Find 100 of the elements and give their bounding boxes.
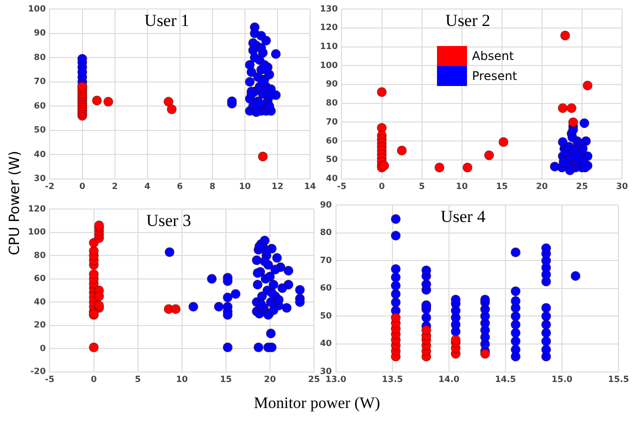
point — [266, 342, 277, 352]
y-tick-label: 90 — [34, 28, 46, 39]
point — [390, 312, 401, 323]
x-tick-label: 25 — [308, 375, 320, 386]
point — [252, 280, 263, 290]
point — [510, 247, 521, 258]
point — [510, 311, 521, 322]
point — [284, 266, 294, 276]
point — [295, 284, 305, 295]
x-tick-label: -5 — [337, 182, 347, 192]
y-tick-label: 80 — [34, 52, 46, 63]
point — [558, 156, 568, 167]
point — [510, 336, 521, 346]
point — [103, 96, 114, 107]
point — [390, 264, 401, 274]
x-tick-label: 0 — [90, 375, 97, 386]
point — [376, 87, 387, 97]
y-tick-label: 50 — [320, 311, 332, 322]
x-tick-label: 15 — [496, 182, 508, 192]
point — [379, 160, 390, 170]
point — [268, 305, 278, 316]
point — [88, 269, 99, 280]
point — [390, 230, 401, 241]
point — [510, 328, 521, 338]
point — [266, 288, 277, 298]
point — [262, 246, 272, 256]
y-tick-label: 70 — [320, 256, 332, 266]
point — [246, 89, 256, 99]
y-tick-label: 40 — [34, 297, 46, 308]
point — [484, 150, 494, 160]
point — [541, 328, 552, 338]
x-tick-label: 25 — [576, 182, 588, 192]
point — [510, 320, 521, 330]
point — [254, 241, 264, 252]
point — [206, 274, 217, 284]
point — [541, 336, 552, 346]
y-tick-label: 30 — [34, 174, 46, 184]
x-tick-label: 0 — [79, 182, 86, 192]
point — [244, 76, 255, 87]
y-tick-label: 40 — [326, 174, 338, 184]
point — [421, 279, 432, 290]
point — [421, 312, 432, 323]
point — [573, 153, 583, 163]
legend-label: Absent — [472, 49, 514, 64]
point — [222, 276, 233, 286]
x-tick-label: 14.0 — [438, 375, 460, 386]
y-tick-label: 40 — [34, 150, 46, 160]
x-tick-label: 4 — [144, 182, 150, 192]
y-tick-label: 90 — [326, 80, 338, 90]
point — [254, 98, 264, 109]
y-tick-label: 50 — [326, 155, 338, 166]
y-tick-label: 110 — [320, 42, 338, 52]
y-tick-label: 90 — [320, 200, 332, 210]
point — [390, 272, 401, 282]
point — [579, 118, 590, 128]
y-axis-title: CPU Power (W) — [7, 150, 23, 258]
y-tick-label: 80 — [320, 228, 332, 238]
y-tick-label: 130 — [320, 4, 338, 14]
point — [256, 299, 266, 310]
x-tick-label: 10 — [176, 375, 188, 386]
point — [88, 246, 99, 256]
y-tick-label: 70 — [326, 117, 338, 128]
x-tick-label: 14 — [304, 182, 316, 192]
point — [568, 117, 578, 128]
point — [230, 289, 241, 299]
point — [282, 302, 292, 313]
y-tick-label: 60 — [326, 136, 338, 146]
point — [565, 165, 575, 176]
point — [434, 162, 444, 172]
point — [274, 294, 284, 305]
point — [390, 289, 401, 299]
point — [558, 103, 568, 113]
point — [541, 303, 552, 313]
point — [261, 64, 271, 75]
point — [480, 348, 490, 359]
point — [270, 264, 280, 274]
y-tick-label: 60 — [34, 274, 46, 284]
point — [421, 265, 432, 276]
point — [462, 162, 472, 172]
y-tick-label: 70 — [34, 77, 46, 88]
chart-title: User 4 — [440, 207, 486, 228]
point — [164, 247, 174, 257]
point — [541, 311, 552, 322]
legend-label: Present — [472, 69, 518, 84]
point — [570, 271, 580, 281]
point — [246, 67, 256, 78]
point — [88, 342, 99, 352]
point — [222, 310, 233, 320]
point — [258, 152, 268, 162]
x-tick-label: 13.5 — [382, 375, 403, 386]
point — [396, 146, 407, 156]
point — [277, 283, 288, 294]
point — [580, 162, 590, 172]
point — [256, 42, 266, 53]
point — [252, 255, 262, 266]
point — [250, 52, 260, 62]
point — [248, 38, 258, 48]
y-tick-label: 100 — [28, 228, 46, 238]
y-tick-label: 120 — [320, 23, 338, 34]
x-tick-label: 5 — [134, 375, 141, 386]
